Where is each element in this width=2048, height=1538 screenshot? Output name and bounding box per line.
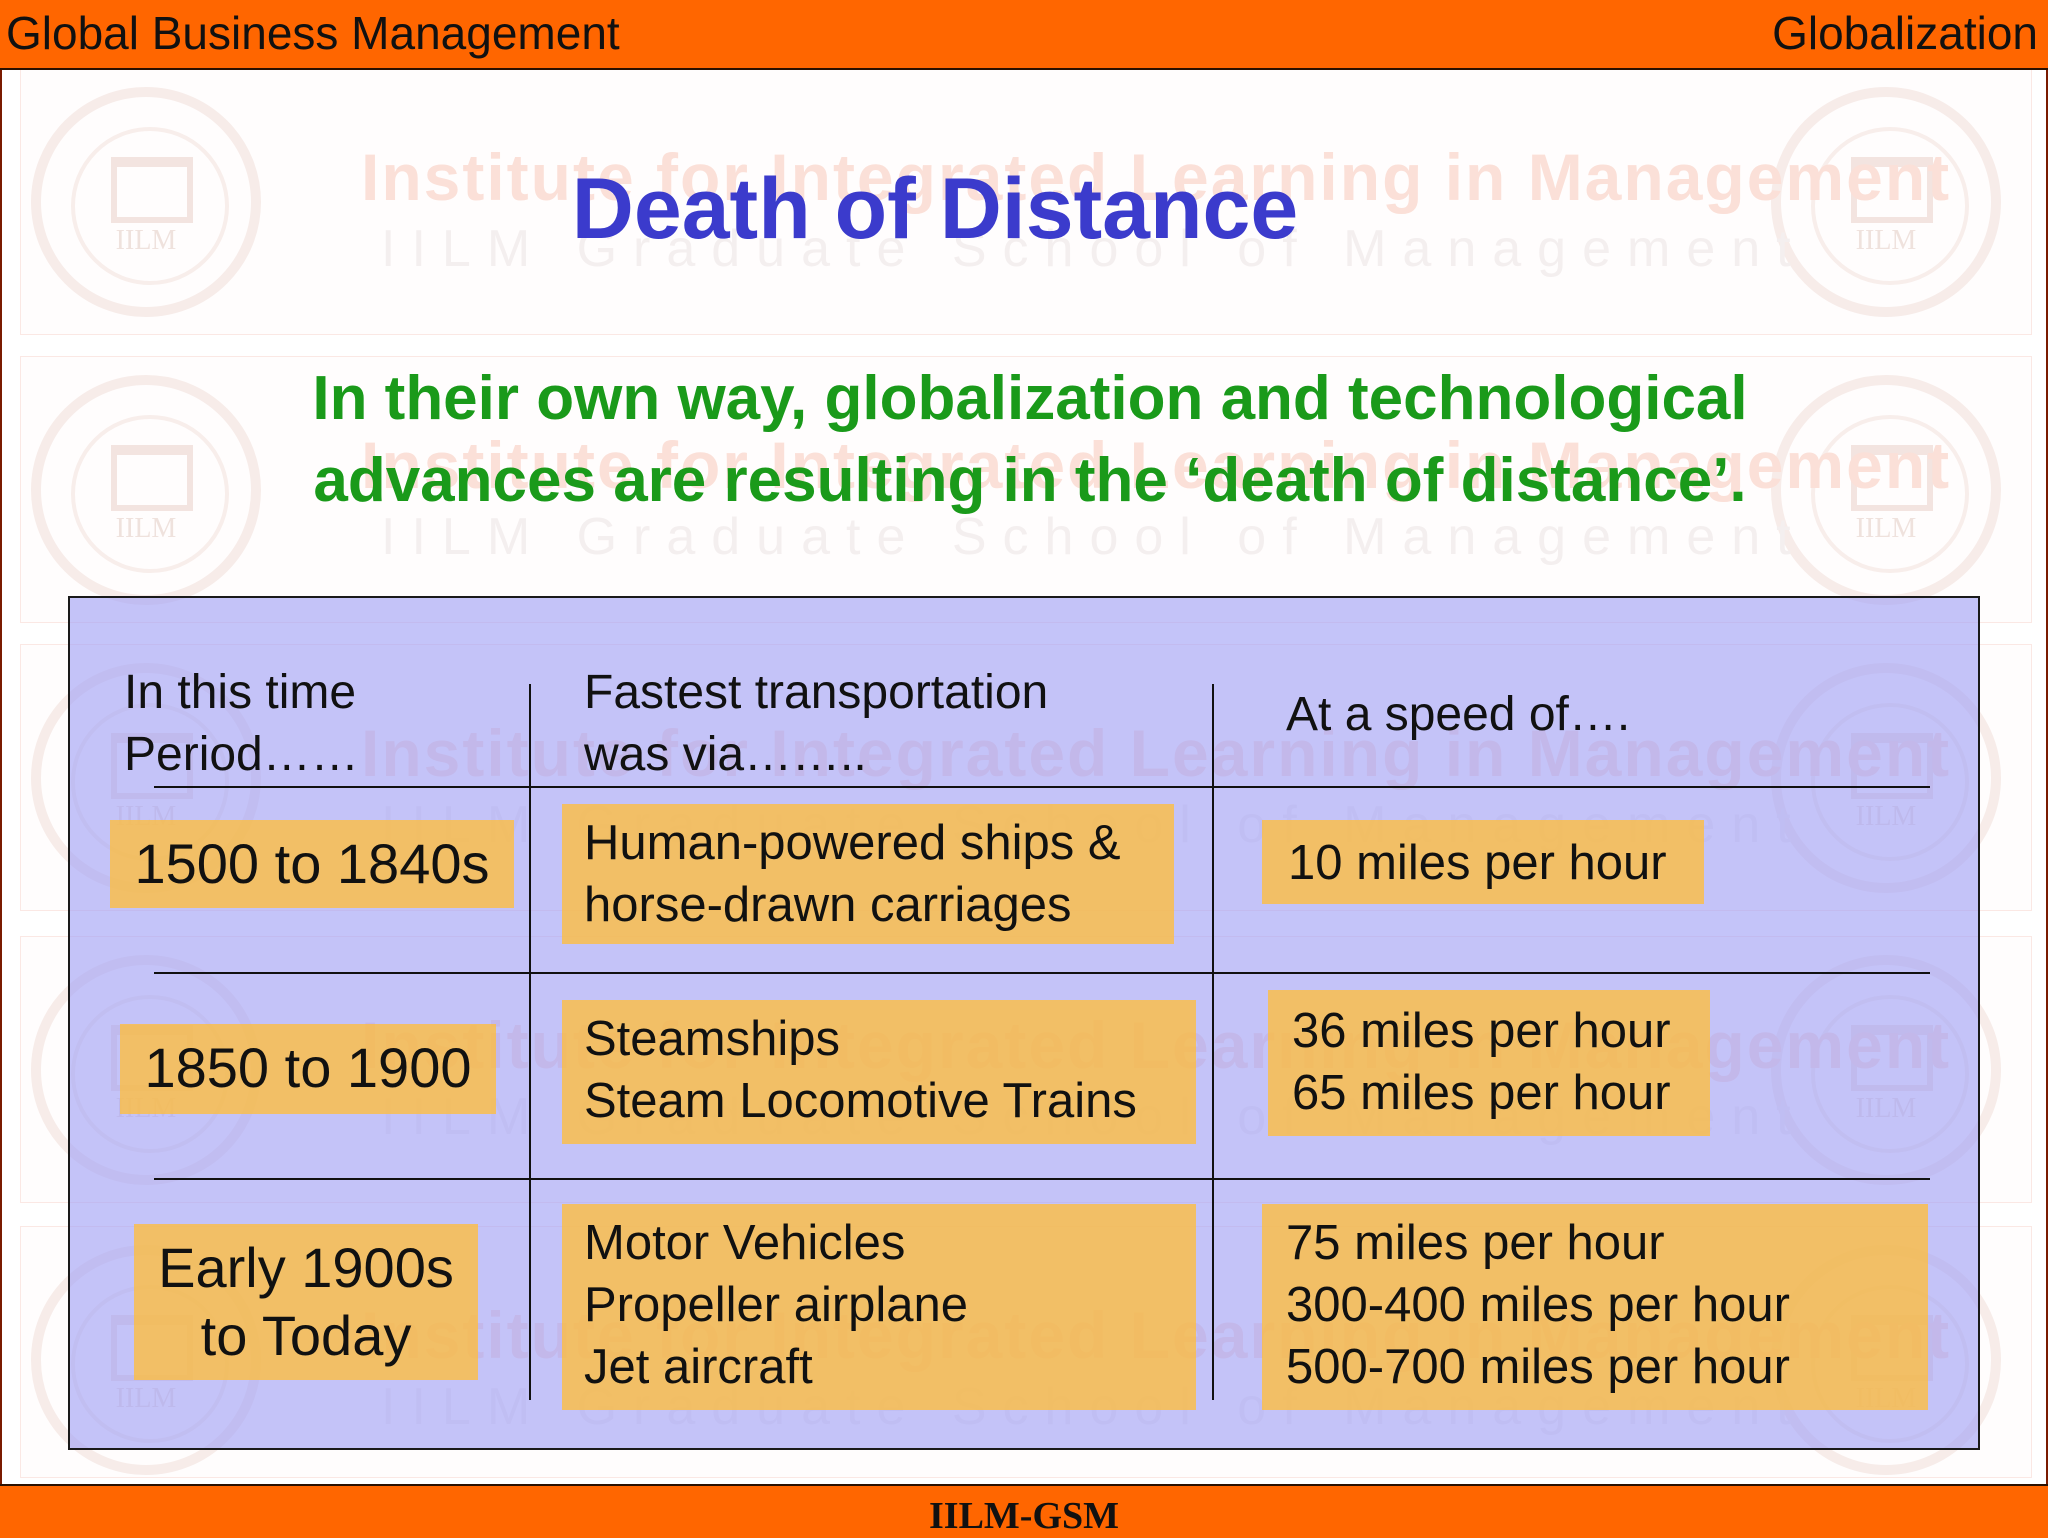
table-row-2-period-highlight — [120, 1024, 496, 1114]
section-title: Globalization — [1772, 7, 2038, 59]
table-row-1-period: 1500 to 1840s — [134, 832, 490, 895]
footer-label: IILM-GSM — [929, 1495, 1119, 1537]
table-divider — [154, 786, 1930, 788]
table-row-1-transport-highlight — [562, 804, 1174, 944]
seal-watermark-icon: IILM — [1771, 87, 2001, 317]
table-row-1-transport: Human-powered ships & horse-drawn carria… — [584, 816, 1121, 932]
table-divider — [154, 972, 1930, 974]
table-row-3-speed-highlight — [1262, 1204, 1928, 1410]
table-divider — [1212, 684, 1214, 1400]
header-transport: Fastest transportation was via…….. — [584, 666, 1049, 781]
table-row-1-speed-highlight — [1262, 820, 1704, 904]
header-speed: At a speed of…. — [1286, 688, 1631, 741]
subtitle-line: In their own way, globalization and tech… — [312, 364, 1748, 433]
table-row-2-transport-highlight — [562, 1000, 1196, 1144]
course-title: Global Business Management — [6, 7, 620, 59]
subtitle-line: advances are resulting in the ‘death of … — [313, 446, 1747, 515]
table-row-1-period-highlight — [110, 820, 514, 908]
footer-bar: IILM-GSM — [0, 1484, 2048, 1538]
table-row-3-speed: 75 miles per hour 300-400 miles per hour… — [1286, 1216, 1790, 1394]
table-divider — [154, 1178, 1930, 1180]
table-row-3-transport-highlight — [562, 1204, 1196, 1410]
table-row-2-speed: 36 miles per hour 65 miles per hour — [1292, 1004, 1671, 1120]
header-bar: Global Business Management Globalization — [0, 0, 2048, 70]
table-divider — [529, 684, 531, 1400]
watermark-text: IILM Graduate School of Management — [381, 508, 1807, 566]
table-row-2-transport: Steamships Steam Locomotive Trains — [584, 1012, 1137, 1128]
watermark-band: IILM IILM Institute for Integrated Learn… — [20, 68, 2032, 335]
table-row-3-period-highlight — [134, 1224, 478, 1380]
table-row-2-speed-highlight — [1268, 990, 1710, 1136]
slide-title: Death of Distance — [571, 161, 1299, 257]
table-row-2-period: 1850 to 1900 — [144, 1036, 472, 1099]
slide-subtitle: In their own way, globalization and tech… — [150, 358, 1910, 522]
seal-watermark-icon: IILM — [31, 87, 261, 317]
watermark-text: IILM Graduate School of Management — [381, 220, 1807, 278]
comparison-table: In this time Period…… Fastest transporta… — [68, 596, 1980, 1450]
table-row-3-period: Early 1900s to Today — [158, 1236, 454, 1367]
table-row-3-transport: Motor Vehicles Propeller airplane Jet ai… — [584, 1216, 969, 1394]
header-period: In this time Period…… — [124, 666, 359, 781]
table-row-1-speed: 10 miles per hour — [1288, 836, 1667, 890]
watermark-text: Institute for Integrated Learning in Man… — [361, 428, 1952, 502]
watermark-text: Institute for Integrated Learning in Man… — [361, 140, 1952, 214]
